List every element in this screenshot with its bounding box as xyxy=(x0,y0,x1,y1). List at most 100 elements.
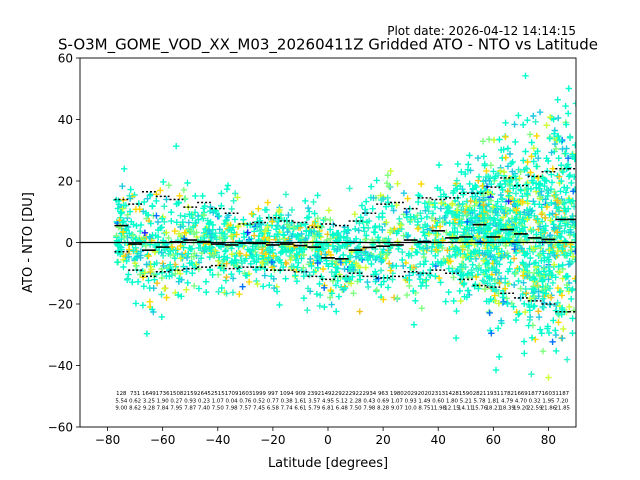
scatter-point xyxy=(150,271,157,279)
scatter-point xyxy=(559,261,566,269)
scatter-point xyxy=(546,211,553,218)
scatter-point xyxy=(568,287,576,294)
scatter-point xyxy=(456,263,464,270)
scatter-point xyxy=(262,251,270,258)
scatter-point xyxy=(129,279,136,286)
scatter-point xyxy=(458,219,465,227)
scatter-point xyxy=(505,198,512,205)
scatter-point xyxy=(208,234,215,241)
scatter-point xyxy=(480,218,487,225)
scatter-point xyxy=(548,149,555,156)
scatter-point xyxy=(497,180,504,188)
scatter-point xyxy=(230,197,237,204)
scatter-point xyxy=(162,246,169,254)
scatter-point xyxy=(192,192,199,200)
scatter-point xyxy=(483,260,491,267)
bin-stat-label: 0.43 xyxy=(363,399,375,405)
scatter-point xyxy=(351,211,358,218)
scatter-point xyxy=(477,238,484,245)
scatter-point xyxy=(552,253,559,260)
chart-title: S-O3M_GOME_VOD_XX_M03_20260411Z Gridded … xyxy=(58,36,598,55)
scatter-point xyxy=(423,276,430,283)
scatter-point xyxy=(563,252,571,259)
scatter-point xyxy=(546,135,553,142)
scatter-point xyxy=(114,259,121,266)
scatter-point xyxy=(533,132,540,140)
bin-stat-label: 0.76 xyxy=(239,399,252,405)
scatter-point xyxy=(520,260,527,268)
scatter-point xyxy=(327,235,334,242)
scatter-point xyxy=(404,233,411,240)
scatter-point xyxy=(415,198,422,206)
scatter-point xyxy=(569,330,576,337)
scatter-point xyxy=(340,251,347,259)
scatter-point xyxy=(556,288,564,296)
scatter-point xyxy=(347,254,354,261)
scatter-point xyxy=(485,274,493,281)
scatter-point xyxy=(502,221,510,228)
scatter-point xyxy=(467,197,474,205)
scatter-point xyxy=(460,229,467,236)
scatter-point xyxy=(345,265,353,272)
scatter-point xyxy=(563,164,571,171)
scatter-point xyxy=(406,282,413,290)
scatter-point xyxy=(550,317,557,324)
scatter-point xyxy=(559,245,566,253)
y-axis-ticks: −60 −40 −20 0 20 40 60 xyxy=(48,52,80,435)
scatter-point xyxy=(552,327,559,334)
scatter-point xyxy=(511,246,518,253)
scatter-point xyxy=(562,150,569,157)
scatter-point xyxy=(314,253,321,260)
scatter-point xyxy=(157,187,164,194)
scatter-point xyxy=(505,253,512,260)
scatter-point xyxy=(514,240,521,247)
scatter-point xyxy=(139,274,147,281)
scatter-point xyxy=(443,229,450,236)
scatter-point xyxy=(137,221,145,229)
scatter-point xyxy=(399,248,406,256)
scatter-point xyxy=(167,261,174,268)
scatter-point xyxy=(558,198,565,205)
scatter-point xyxy=(236,250,244,257)
scatter-point xyxy=(216,234,223,241)
bin-stat-label: 1428 xyxy=(445,391,459,397)
scatter-point xyxy=(487,252,494,260)
scatter-point xyxy=(337,274,344,281)
scatter-point xyxy=(129,232,137,239)
scatter-point xyxy=(558,292,566,299)
scatter-point xyxy=(484,234,491,242)
scatter-point xyxy=(263,247,270,254)
scatter-point xyxy=(240,216,247,223)
scatter-point xyxy=(306,208,313,215)
bin-stat-label: 2313 xyxy=(431,391,445,397)
scatter-point xyxy=(556,222,563,230)
scatter-point xyxy=(120,234,128,241)
scatter-point xyxy=(480,153,487,160)
bin-stat-label: 0.93 xyxy=(405,399,417,405)
scatter-point xyxy=(175,200,182,207)
bin-stat-label: 997 xyxy=(268,391,278,397)
scatter-point xyxy=(466,152,473,159)
bin-count-labels: 128 5.549.00 731 0.628.62 1649 3.259.28 1736 1.… xyxy=(115,391,570,412)
scatter-point xyxy=(468,266,475,274)
scatter-point xyxy=(389,227,396,235)
scatter-point xyxy=(494,325,502,332)
scatter-point xyxy=(126,208,134,215)
scatter-point xyxy=(218,202,225,209)
scatter-point xyxy=(523,181,530,188)
scatter-point xyxy=(125,271,132,278)
scatter-point xyxy=(300,251,307,259)
scatter-point xyxy=(137,248,145,255)
scatter-point xyxy=(285,211,292,219)
scatter-point xyxy=(146,192,154,199)
scatter-point xyxy=(498,248,505,255)
bin-stat-label: 7.74 xyxy=(281,406,294,412)
scatter-point xyxy=(553,347,560,355)
scatter-point xyxy=(124,211,131,218)
scatter-point xyxy=(545,276,552,283)
scatter-point xyxy=(323,260,330,267)
scatter-point xyxy=(283,260,290,268)
scatter-point xyxy=(450,297,457,305)
scatter-point xyxy=(569,151,576,158)
scatter-point xyxy=(313,290,321,298)
